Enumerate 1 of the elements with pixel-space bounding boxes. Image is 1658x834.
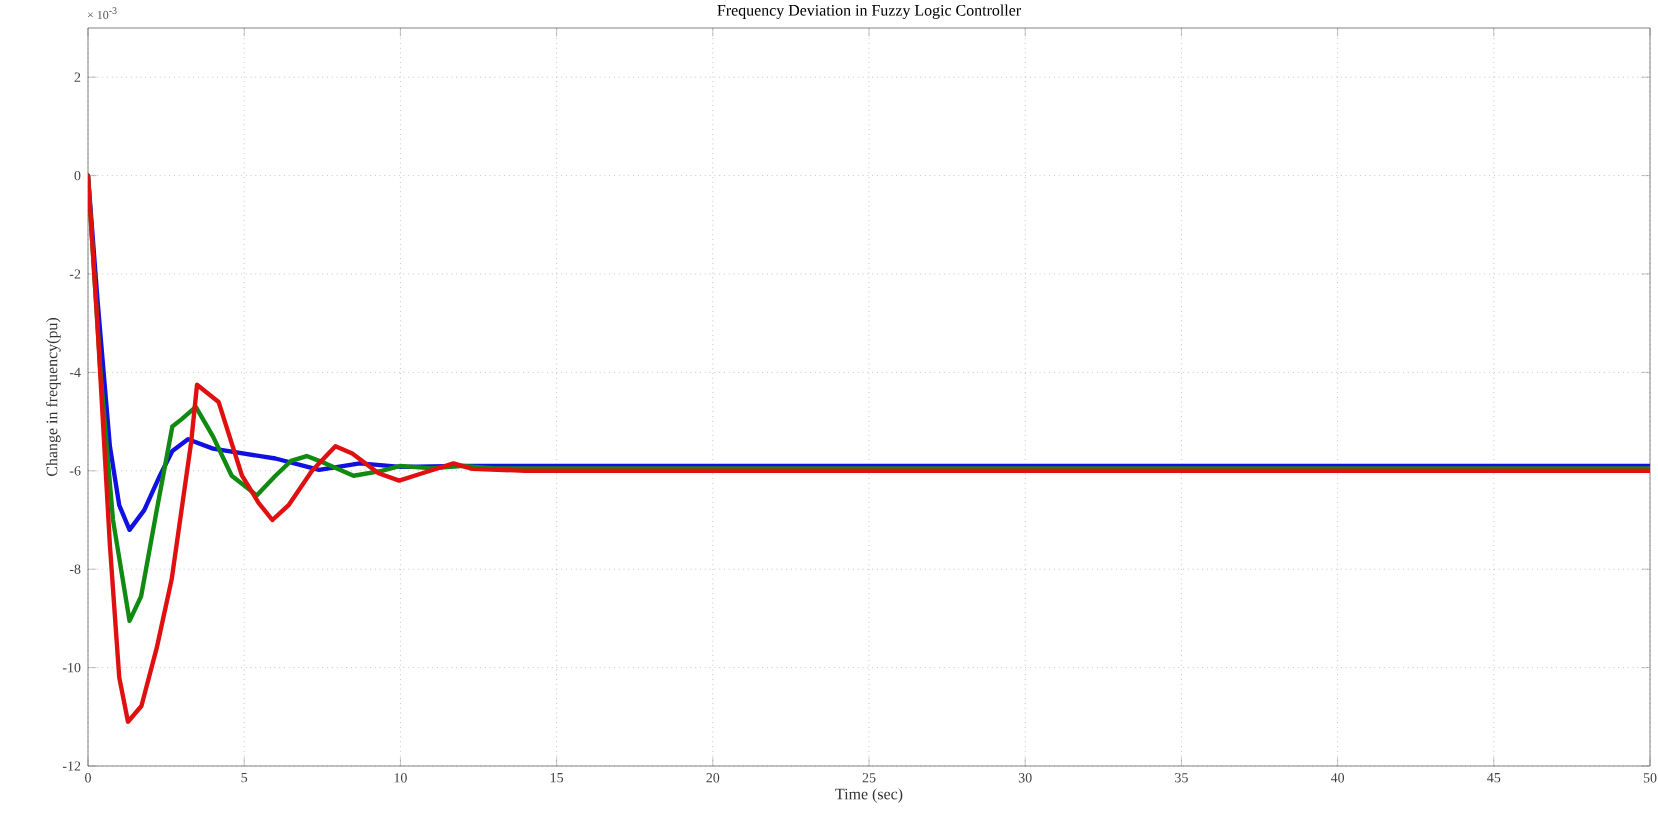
line-series: [88, 173, 1651, 724]
